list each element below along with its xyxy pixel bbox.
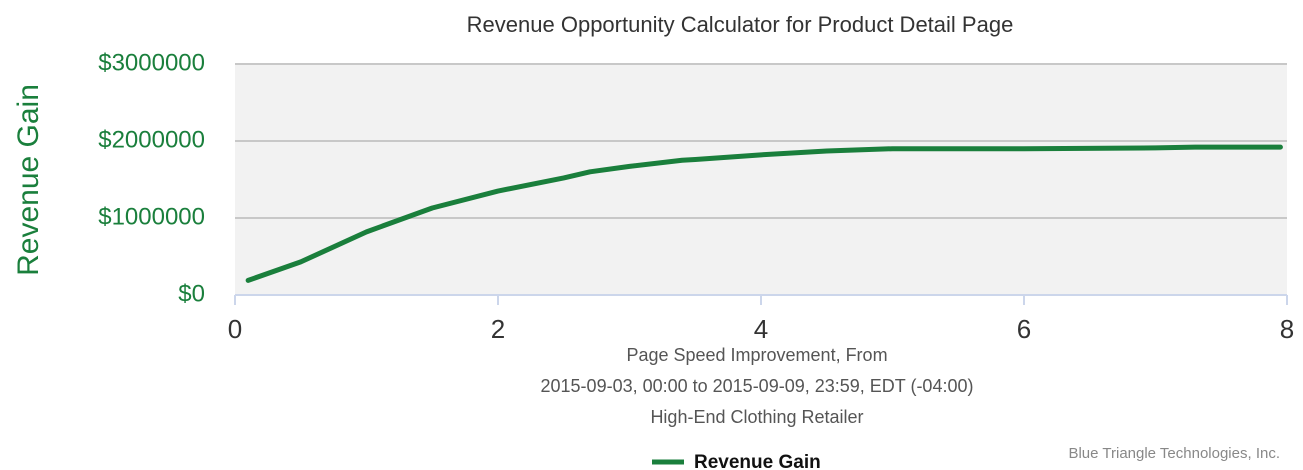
y-tick-label: $3000000: [98, 49, 205, 76]
x-tick-label: 0: [228, 314, 242, 344]
x-tick-label: 8: [1280, 314, 1294, 344]
y-tick-label: $0: [178, 280, 205, 307]
y-tick-label: $2000000: [98, 126, 205, 153]
x-axis-title: High-End Clothing Retailer: [650, 407, 863, 427]
x-axis-title: 2015-09-03, 00:00 to 2015-09-09, 23:59, …: [541, 376, 974, 396]
x-tick-label: 4: [754, 314, 768, 344]
x-tick-label: 2: [491, 314, 505, 344]
chart-title: Revenue Opportunity Calculator for Produ…: [467, 12, 1014, 37]
x-tick-label: 6: [1017, 314, 1031, 344]
credits: Blue Triangle Technologies, Inc.: [1068, 445, 1280, 462]
y-tick-label: $1000000: [98, 203, 205, 230]
plot-background: [235, 64, 1287, 295]
x-axis-title: Page Speed Improvement, From: [626, 345, 887, 365]
line: [245, 144, 1283, 283]
legend-label: Revenue Gain: [694, 452, 821, 470]
y-axis-title: Revenue Gain: [12, 84, 45, 276]
